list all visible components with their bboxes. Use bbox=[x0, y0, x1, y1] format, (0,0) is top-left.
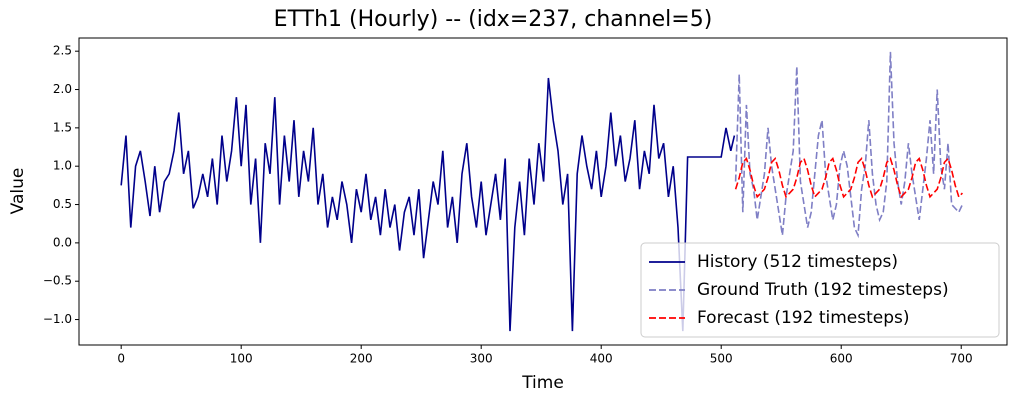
legend-box bbox=[640, 242, 1000, 338]
y-tick-label: 0.0 bbox=[53, 235, 72, 249]
x-tick-label: 700 bbox=[950, 352, 973, 366]
x-tick-label: 600 bbox=[830, 352, 853, 366]
legend-label: History (512 timesteps) bbox=[697, 252, 898, 272]
x-axis-label: Time bbox=[521, 373, 564, 393]
legend-label: Forecast (192 timesteps) bbox=[697, 308, 910, 328]
series-line bbox=[120, 77, 736, 332]
y-tick-label: 2.5 bbox=[53, 44, 72, 58]
plot-frame bbox=[78, 37, 1008, 346]
x-tick-label: 100 bbox=[230, 352, 253, 366]
y-tick-label: 2.0 bbox=[53, 82, 72, 96]
y-tick-label: −1.0 bbox=[43, 312, 72, 326]
chart-title: ETTh1 (Hourly) -- (idx=237, channel=5) bbox=[274, 7, 713, 32]
y-axis-label: Value bbox=[8, 168, 28, 215]
y-tick-label: 0.5 bbox=[53, 197, 72, 211]
x-tick-label: 300 bbox=[470, 352, 493, 366]
y-tick-label: 1.5 bbox=[53, 120, 72, 134]
series-line bbox=[734, 156, 964, 199]
x-tick-label: 200 bbox=[350, 352, 373, 366]
series-line bbox=[734, 51, 964, 239]
legend-label: Ground Truth (192 timesteps) bbox=[697, 280, 949, 300]
y-tick-label: 1.0 bbox=[53, 159, 72, 173]
x-tick-label: 0 bbox=[117, 352, 125, 366]
x-tick-label: 500 bbox=[710, 352, 733, 366]
x-tick-label: 400 bbox=[590, 352, 613, 366]
y-tick-label: −0.5 bbox=[43, 274, 72, 288]
